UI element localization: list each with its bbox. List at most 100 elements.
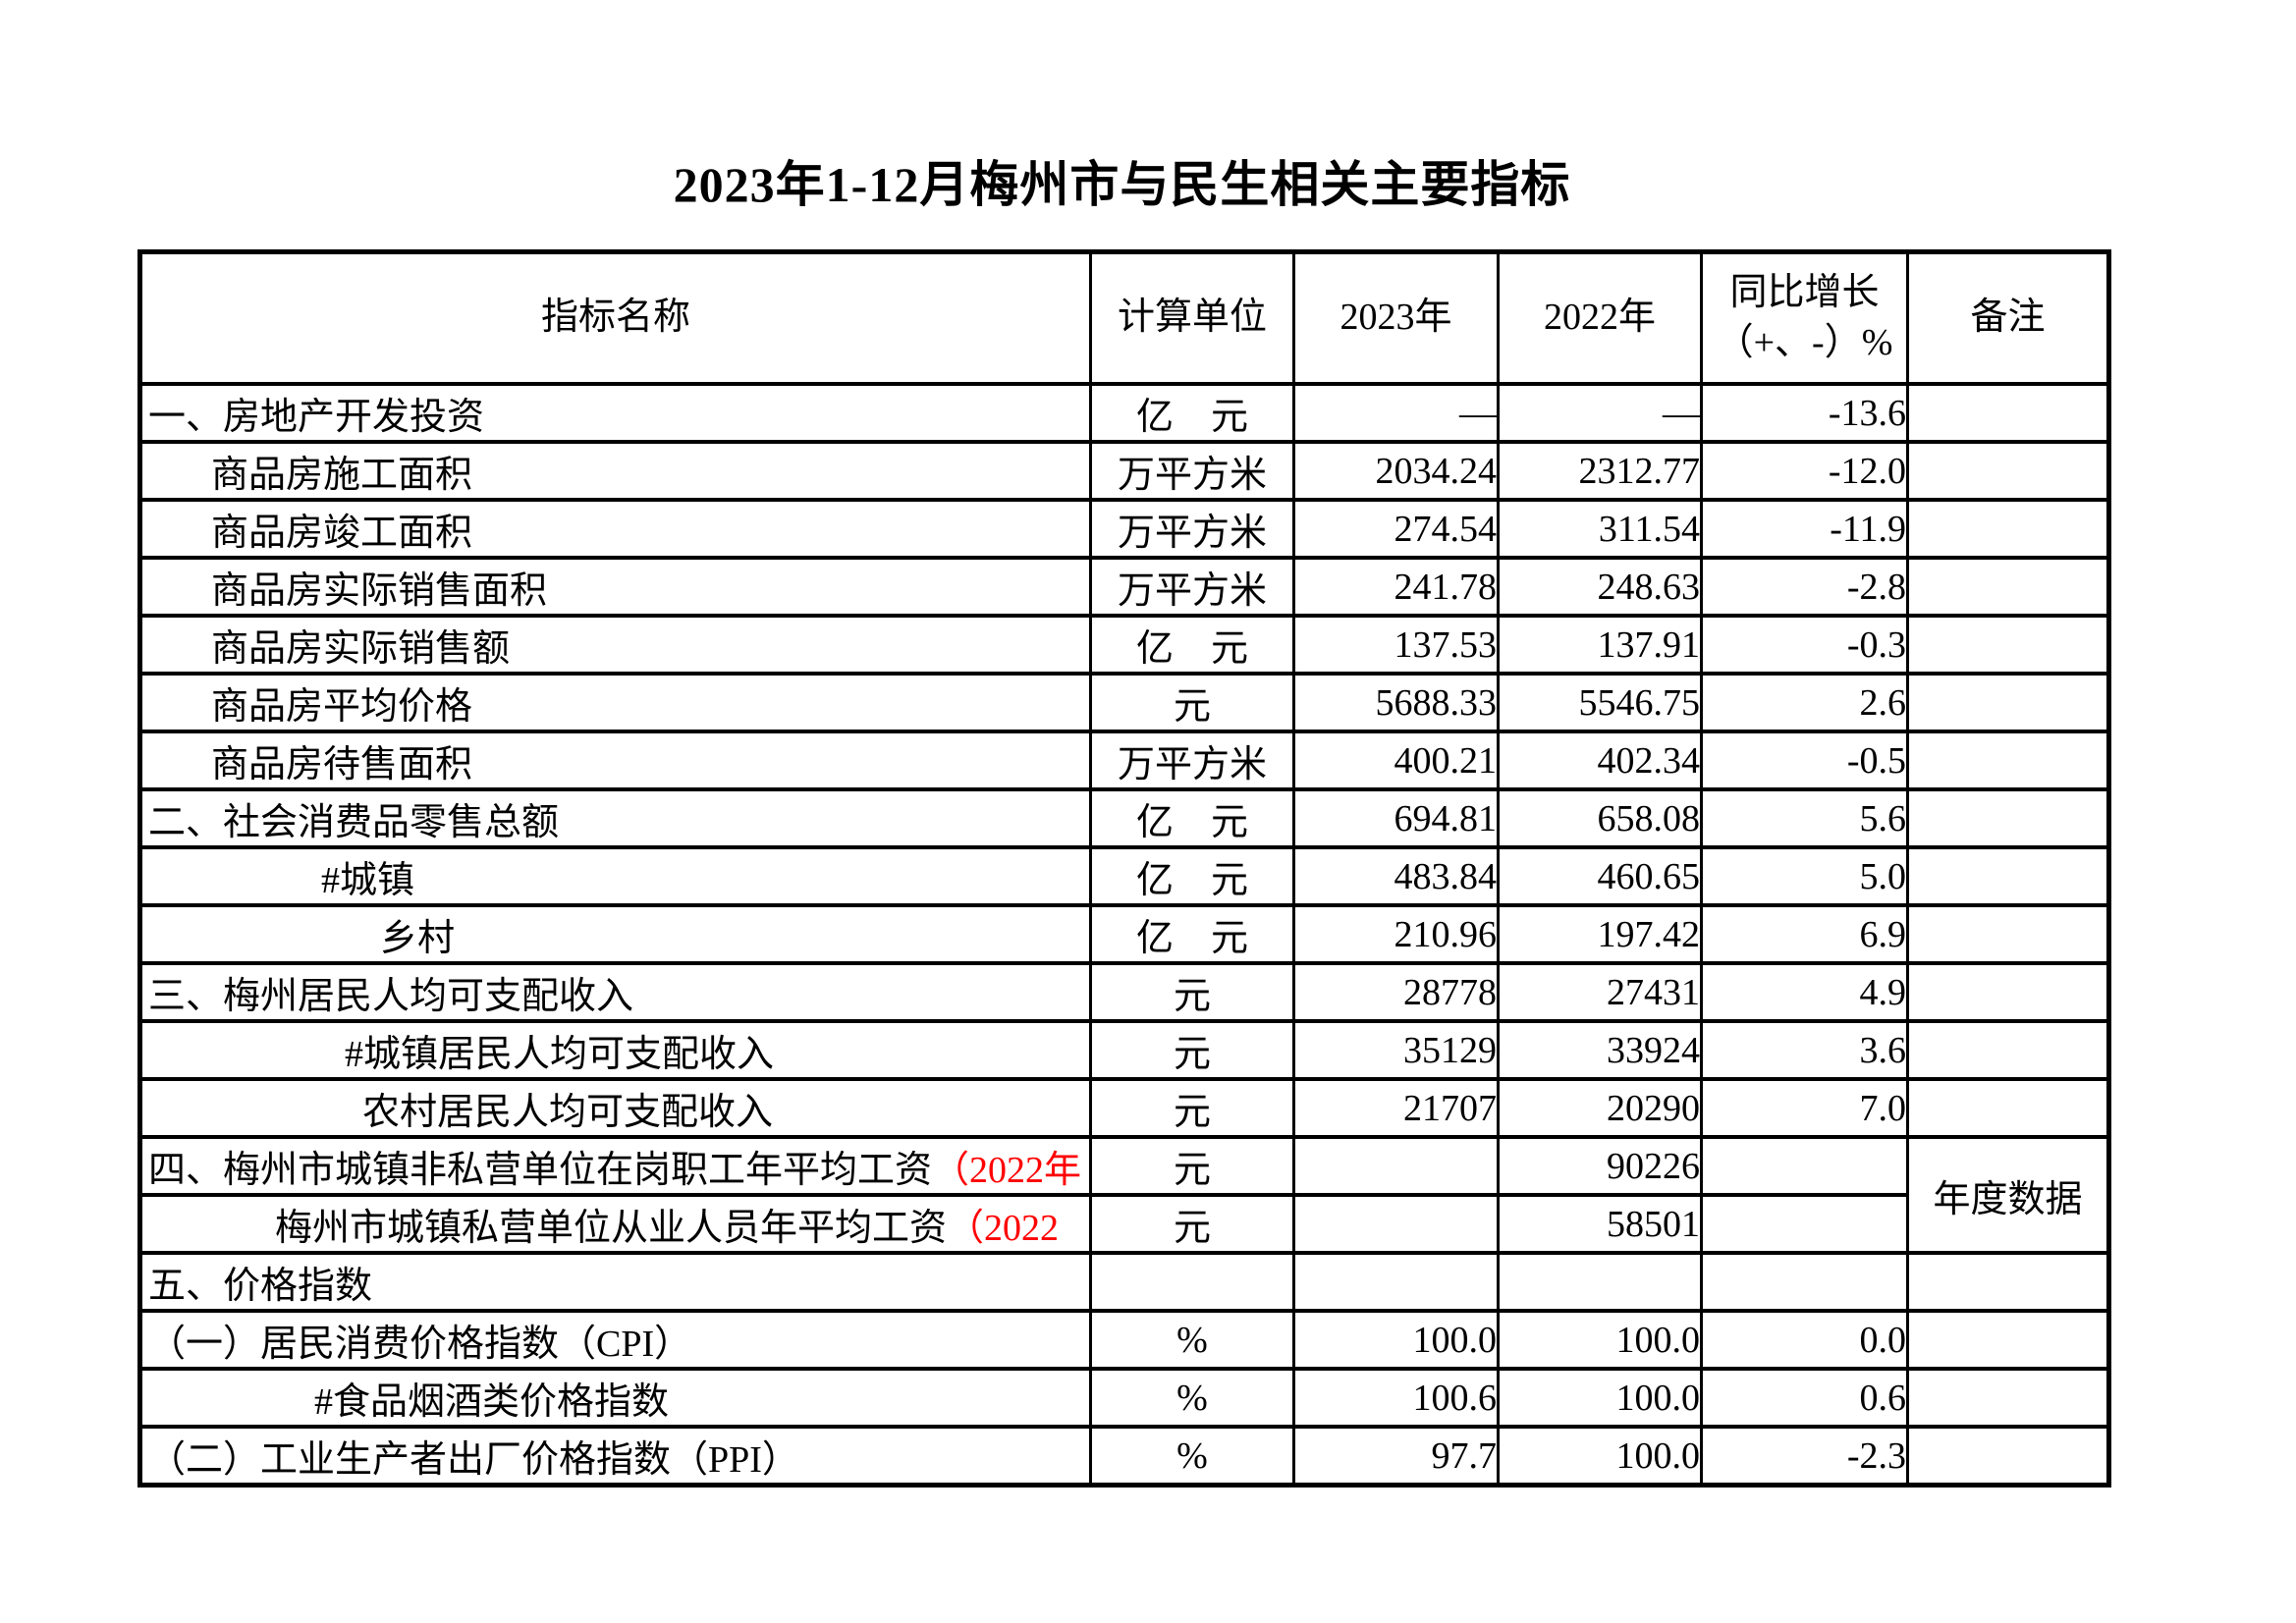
unit-cell: 万平方米 bbox=[1089, 556, 1295, 618]
growth-cell: 0.0 bbox=[1700, 1309, 1909, 1371]
unit-cell: 亿 元 bbox=[1089, 845, 1295, 907]
remarks-cell bbox=[1906, 1251, 2110, 1313]
remarks-cell bbox=[1906, 614, 2110, 676]
unit-cell: 元 bbox=[1089, 961, 1295, 1023]
table-row: 商品房竣工面积 万平方米 274.54 311.54 -11.9 bbox=[138, 498, 2110, 560]
header-yoy-growth: 同比增长 （+、-）% bbox=[1700, 249, 1909, 386]
indicator-label: #城镇居民人均可支配收入 bbox=[345, 1034, 775, 1075]
unit-cell: 元 bbox=[1089, 1135, 1295, 1197]
table-row: 商品房待售面积 万平方米 400.21 402.34 -0.5 bbox=[138, 730, 2110, 791]
unit-cell: % bbox=[1089, 1367, 1295, 1429]
value-2022-cell: 460.65 bbox=[1497, 845, 1703, 907]
unit-cell: 万平方米 bbox=[1089, 730, 1295, 791]
value-2023-cell: — bbox=[1292, 382, 1500, 444]
table-row: 乡村 亿 元 210.96 197.42 6.9 bbox=[138, 903, 2110, 965]
value-2023-cell: 5688.33 bbox=[1292, 672, 1500, 733]
value-2023-cell bbox=[1292, 1193, 1500, 1255]
unit-cell: 元 bbox=[1089, 1077, 1295, 1139]
unit-cell: % bbox=[1089, 1425, 1295, 1488]
growth-cell: -13.6 bbox=[1700, 382, 1909, 444]
remarks-cell bbox=[1906, 787, 2110, 849]
growth-cell: 2.6 bbox=[1700, 672, 1909, 733]
value-2022-cell: 90226 bbox=[1497, 1135, 1703, 1197]
indicator-name-cell: 商品房平均价格 bbox=[138, 672, 1092, 733]
indicator-label: 五、价格指数 bbox=[148, 1266, 373, 1307]
indicator-name-cell: 五、价格指数 bbox=[138, 1251, 1092, 1313]
growth-cell: -2.3 bbox=[1700, 1425, 1909, 1488]
table-row: 梅州市城镇私营单位从业人员年平均工资（2022 元 58501 bbox=[138, 1193, 2109, 1255]
indicator-label: 二、社会消费品零售总额 bbox=[148, 802, 560, 843]
remarks-cell bbox=[1906, 1309, 2110, 1371]
indicator-name-cell: 商品房实际销售面积 bbox=[138, 556, 1092, 618]
indicator-label: 商品房实际销售额 bbox=[211, 628, 511, 670]
remarks-cell bbox=[1906, 1425, 2110, 1488]
page-title: 2023年1-12月梅州市与民生相关主要指标 bbox=[673, 157, 1571, 212]
table-row: #城镇居民人均可支配收入 元 35129 33924 3.6 bbox=[138, 1019, 2110, 1081]
indicator-label: 农村居民人均可支配收入 bbox=[362, 1092, 774, 1133]
table-row: 商品房平均价格 元 5688.33 5546.75 2.6 bbox=[138, 672, 2110, 733]
growth-cell: -11.9 bbox=[1700, 498, 1909, 560]
growth-cell: -0.5 bbox=[1700, 730, 1909, 791]
remarks-cell bbox=[1906, 498, 2110, 560]
indicator-name-cell: （二）工业生产者出厂价格指数（PPI） bbox=[138, 1425, 1092, 1488]
header-indicator-name: 指标名称 bbox=[138, 249, 1092, 386]
indicator-name-cell: 商品房施工面积 bbox=[138, 440, 1092, 502]
value-2022-cell: 658.08 bbox=[1497, 787, 1703, 849]
remarks-cell bbox=[1906, 1077, 2110, 1139]
value-2022-cell: 100.0 bbox=[1497, 1309, 1703, 1371]
growth-cell bbox=[1700, 1193, 1909, 1255]
remarks-cell bbox=[1906, 903, 2110, 965]
indicator-name-cell: 三、梅州居民人均可支配收入 bbox=[138, 961, 1092, 1023]
value-2022-cell: 197.42 bbox=[1497, 903, 1703, 965]
value-2023-cell: 274.54 bbox=[1292, 498, 1500, 560]
indicator-name-cell: 商品房竣工面积 bbox=[138, 498, 1092, 560]
indicator-name-cell: （一）居民消费价格指数（CPI） bbox=[138, 1309, 1092, 1371]
indicator-name-cell: 商品房待售面积 bbox=[138, 730, 1092, 791]
growth-cell: -2.8 bbox=[1700, 556, 1909, 618]
growth-cell: 4.9 bbox=[1700, 961, 1909, 1023]
value-2022-cell bbox=[1497, 1251, 1703, 1313]
remarks-cell bbox=[1906, 730, 2110, 791]
remarks-cell bbox=[1906, 672, 2110, 733]
growth-cell: 6.9 bbox=[1700, 903, 1909, 965]
unit-cell: 亿 元 bbox=[1089, 382, 1295, 444]
header-unit: 计算单位 bbox=[1089, 249, 1295, 386]
value-2023-cell: 400.21 bbox=[1292, 730, 1500, 791]
growth-cell: -0.3 bbox=[1700, 614, 1909, 676]
value-2023-cell: 100.0 bbox=[1292, 1309, 1500, 1371]
indicator-label: 商品房平均价格 bbox=[211, 686, 473, 728]
value-2022-cell: 58501 bbox=[1497, 1193, 1703, 1255]
value-2023-cell: 2034.24 bbox=[1292, 440, 1500, 502]
unit-cell: 万平方米 bbox=[1089, 498, 1295, 560]
table-row: 五、价格指数 bbox=[138, 1251, 2110, 1313]
value-2023-cell: 483.84 bbox=[1292, 845, 1500, 907]
indicator-label: 商品房施工面积 bbox=[211, 455, 473, 496]
remarks-cell bbox=[1906, 845, 2110, 907]
table-row: #食品烟酒类价格指数% 100.6 100.0 0.6 bbox=[138, 1367, 2110, 1429]
value-2023-cell: 210.96 bbox=[1292, 903, 1500, 965]
indicator-label: 梅州市城镇私营单位从业人员年平均工资 bbox=[275, 1208, 948, 1249]
value-2022-cell: 311.54 bbox=[1497, 498, 1703, 560]
value-2022-cell: — bbox=[1497, 382, 1703, 444]
value-2023-cell: 21707 bbox=[1292, 1077, 1500, 1139]
header-2022: 2022年 bbox=[1497, 249, 1703, 386]
table-row: 农村居民人均可支配收入 元 21707 20290 7.0 bbox=[138, 1077, 2110, 1139]
value-2022-cell: 137.91 bbox=[1497, 614, 1703, 676]
table-row: 商品房实际销售额 亿 元 137.53 137.91 -0.3 bbox=[138, 614, 2110, 676]
indicator-name-cell: #食品烟酒类价格指数 bbox=[138, 1367, 1092, 1429]
table-row: 三、梅州居民人均可支配收入 元 28778 27431 4.9 bbox=[138, 961, 2110, 1023]
value-2022-cell: 20290 bbox=[1497, 1077, 1703, 1139]
unit-cell: % bbox=[1089, 1309, 1295, 1371]
value-2022-cell: 33924 bbox=[1497, 1019, 1703, 1081]
remarks-cell bbox=[1906, 1367, 2110, 1429]
indicator-name-cell: 农村居民人均可支配收入 bbox=[138, 1077, 1092, 1139]
header-2023: 2023年 bbox=[1292, 249, 1500, 386]
growth-cell: 5.0 bbox=[1700, 845, 1909, 907]
remarks-cell bbox=[1906, 1019, 2110, 1081]
growth-cell: 7.0 bbox=[1700, 1077, 1909, 1139]
indicator-name-cell: 四、梅州市城镇非私营单位在岗职工年平均工资（2022年 bbox=[138, 1135, 1092, 1197]
remarks-cell: 年度数据 bbox=[1906, 1135, 2110, 1255]
value-2023-cell: 35129 bbox=[1292, 1019, 1500, 1081]
remarks-cell bbox=[1906, 961, 2110, 1023]
value-2022-cell: 402.34 bbox=[1497, 730, 1703, 791]
